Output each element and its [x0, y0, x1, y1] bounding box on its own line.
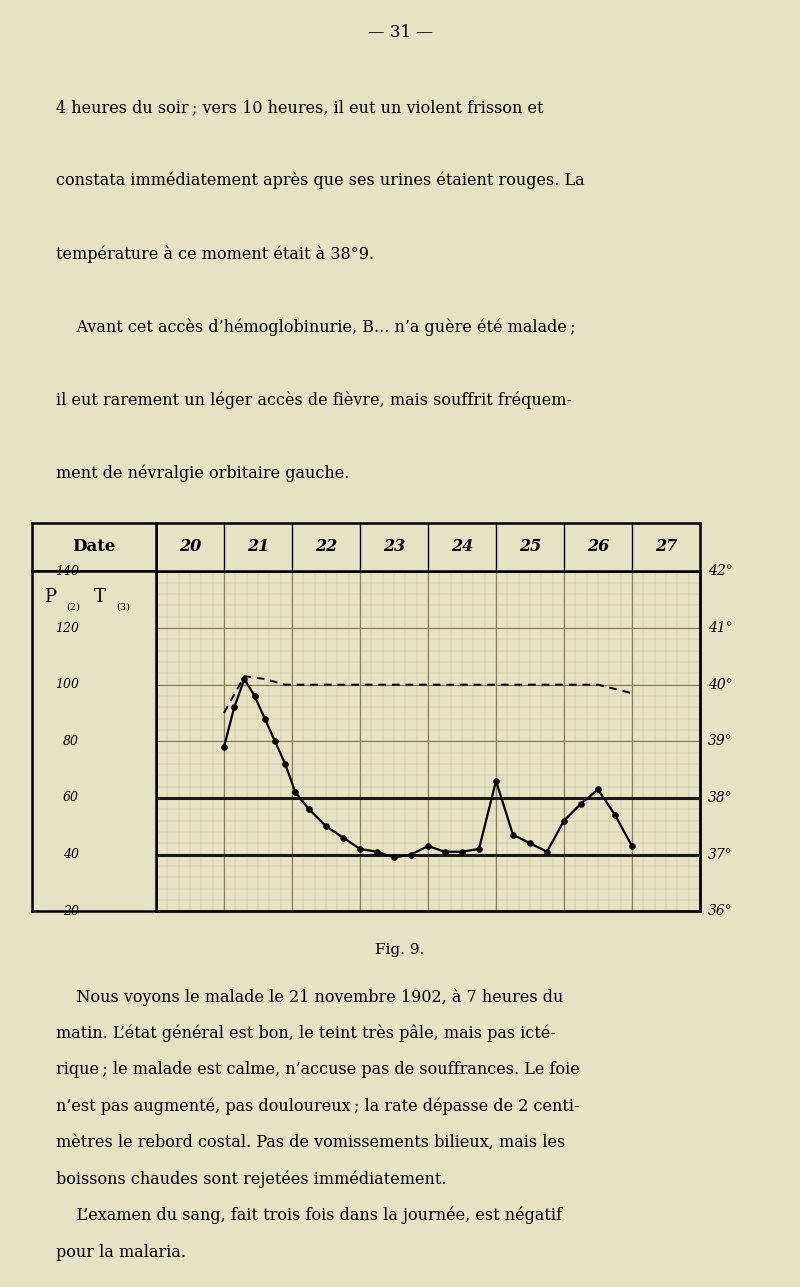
Point [405, 844, 418, 865]
Text: 27: 27 [655, 538, 677, 556]
Point [609, 804, 622, 825]
Text: 20: 20 [63, 905, 79, 918]
Text: 40: 40 [63, 848, 79, 861]
Point [473, 839, 486, 860]
Point [354, 839, 366, 860]
Point [387, 847, 400, 867]
Point [248, 686, 261, 707]
Text: pour la malaria.: pour la malaria. [56, 1243, 186, 1261]
Text: (2): (2) [66, 602, 81, 611]
Point [289, 782, 302, 803]
Point [258, 708, 271, 728]
Text: 120: 120 [55, 622, 79, 634]
Point [574, 793, 587, 813]
Text: 26: 26 [587, 538, 609, 556]
Point [558, 811, 570, 831]
Point [228, 698, 241, 718]
Point [506, 825, 519, 846]
Point [320, 816, 333, 837]
Text: (3): (3) [116, 602, 130, 611]
Text: 80: 80 [63, 735, 79, 748]
Point [592, 779, 605, 799]
Point [422, 835, 434, 856]
Point [626, 835, 638, 856]
Point [523, 833, 536, 853]
Text: 23: 23 [383, 538, 405, 556]
Text: 37°: 37° [708, 848, 733, 861]
Text: — 31 —: — 31 — [367, 23, 433, 41]
Text: boissons chaudes sont rejetées immédiatement.: boissons chaudes sont rejetées immédiate… [56, 1170, 446, 1188]
Text: L’examen du sang, fait trois fois dans la journée, est négatif: L’examen du sang, fait trois fois dans l… [56, 1207, 562, 1224]
Text: ment de névralgie orbitaire gauche.: ment de névralgie orbitaire gauche. [56, 465, 350, 481]
Text: mètres le rebord costal. Pas de vomissements bilieux, mais les: mètres le rebord costal. Pas de vomissem… [56, 1134, 566, 1151]
Point [456, 842, 469, 862]
Text: 41°: 41° [708, 622, 733, 634]
Text: 60: 60 [63, 792, 79, 804]
Point [337, 828, 350, 848]
Text: Fig. 9.: Fig. 9. [375, 943, 425, 956]
Text: T: T [94, 588, 106, 606]
Text: 22: 22 [315, 538, 337, 556]
Point [370, 842, 383, 862]
Text: 4 heures du soir ; vers 10 heures, il eut un violent frisson et: 4 heures du soir ; vers 10 heures, il eu… [56, 99, 543, 116]
Text: 42°: 42° [708, 565, 733, 578]
Text: 40°: 40° [708, 678, 733, 691]
Text: 38°: 38° [708, 792, 733, 804]
Text: 39°: 39° [708, 735, 733, 748]
Text: 20: 20 [179, 538, 201, 556]
Text: P: P [45, 588, 56, 606]
Text: 25: 25 [519, 538, 541, 556]
Text: 24: 24 [451, 538, 473, 556]
Text: constata immédiatement après que ses urines étaient rouges. La: constata immédiatement après que ses uri… [56, 171, 585, 189]
Text: température à ce moment était à 38°9.: température à ce moment était à 38°9. [56, 245, 374, 263]
Point [541, 842, 554, 862]
Text: n’est pas augmenté, pas douloureux ; la rate dépasse de 2 centi-: n’est pas augmenté, pas douloureux ; la … [56, 1098, 579, 1115]
Text: Date: Date [72, 538, 116, 556]
Text: 140: 140 [55, 565, 79, 578]
Text: Nous voyons le malade le 21 novembre 1902, à 7 heures du: Nous voyons le malade le 21 novembre 190… [56, 987, 563, 1005]
Point [218, 736, 230, 757]
Text: il eut rarement un léger accès de fièvre, mais souffrit fréquem-: il eut rarement un léger accès de fièvre… [56, 391, 572, 409]
Text: matin. L’état général est bon, le teint très pâle, mais pas icté-: matin. L’état général est bon, le teint … [56, 1024, 556, 1042]
Text: Avant cet accès d’hémoglobinurie, B... n’a guère été malade ;: Avant cet accès d’hémoglobinurie, B... n… [56, 318, 576, 336]
Point [438, 842, 451, 862]
Point [490, 771, 502, 792]
Point [302, 799, 315, 820]
Point [278, 754, 291, 775]
Point [238, 669, 251, 690]
Text: 21: 21 [247, 538, 269, 556]
Point [269, 731, 282, 752]
Text: rique ; le malade est calme, n’accuse pas de souffrances. Le foie: rique ; le malade est calme, n’accuse pa… [56, 1060, 580, 1079]
Text: 100: 100 [55, 678, 79, 691]
Text: 36°: 36° [708, 905, 733, 918]
